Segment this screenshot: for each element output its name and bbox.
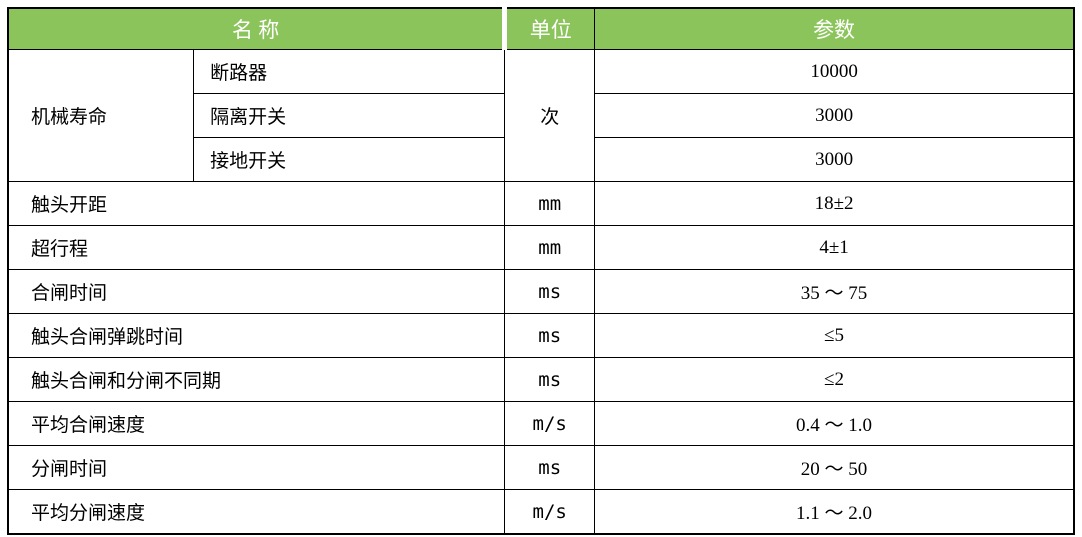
row-unit-cell: mm [504,225,596,270]
row-value-cell: 10000 [594,49,1075,94]
row-unit-cell: ms [504,357,596,402]
row-unit-cell: ms [504,313,596,358]
row-unit-cell: mm [504,181,596,226]
row-value-cell: 0.4 ～ 1.0 [594,401,1075,446]
row-value-cell: 3000 [594,93,1075,138]
row-value-cell: 3000 [594,137,1075,182]
row-name-cell: 接地开关 [193,137,506,182]
header-name-cell: 名 称 [7,7,508,50]
row-value-cell: 1.1 ～ 2.0 [594,489,1075,535]
row-name-cell: 平均合闸速度 [7,401,506,446]
table-row: 机械寿命 断路器 次 10000 [7,49,1075,182]
row-name-cell: 隔离开关 [193,93,506,138]
header-param-cell: 参数 [594,7,1075,50]
row-name-cell: 超行程 [7,225,506,270]
spec-table: 名 称 单位 参数 机械寿命 断路器 次 10000 隔离开关 3000 接地开… [7,7,1075,535]
table-row: 合闸时间 ms 35 ～ 75 [7,269,1075,314]
row-name-cell: 触头开距 [7,181,506,226]
table-row: 触头合闸和分闸不同期 ms ≤2 [7,357,1075,402]
row-name-cell: 平均分闸速度 [7,489,506,535]
table-row: 分闸时间 ms 20 ～ 50 [7,445,1075,490]
table-row: 触头开距 mm 18±2 [7,181,1075,226]
row-value-cell: 4±1 [594,225,1075,270]
table-row: 接地开关 3000 [8,137,1075,182]
group-unit-cell: 次 [504,49,596,182]
header-row: 名 称 单位 参数 [7,7,1075,50]
row-name-cell: 分闸时间 [7,445,506,490]
table-row: 超行程 mm 4±1 [7,225,1075,270]
row-name-cell: 合闸时间 [7,269,506,314]
row-value-cell: ≤5 [594,313,1075,358]
table-row: 隔离开关 3000 [8,93,1075,138]
row-unit-cell: ms [504,445,596,490]
row-value-cell: 20 ～ 50 [594,445,1075,490]
row-name-cell: 断路器 [193,49,506,94]
table-row: 平均合闸速度 m/s 0.4 ～ 1.0 [7,401,1075,446]
row-value-cell: ≤2 [594,357,1075,402]
row-unit-cell: m/s [504,489,596,535]
table-row: 触头合闸弹跳时间 ms ≤5 [7,313,1075,358]
group-label-cell: 机械寿命 [7,49,195,182]
row-name-cell: 触头合闸弹跳时间 [7,313,506,358]
table-row: 平均分闸速度 m/s 1.1 ～ 2.0 [7,489,1075,535]
row-unit-cell: ms [504,269,596,314]
row-value-cell: 35 ～ 75 [594,269,1075,314]
row-unit-cell: m/s [504,401,596,446]
header-unit-cell: 单位 [504,7,596,50]
row-name-cell: 触头合闸和分闸不同期 [7,357,506,402]
row-value-cell: 18±2 [594,181,1075,226]
